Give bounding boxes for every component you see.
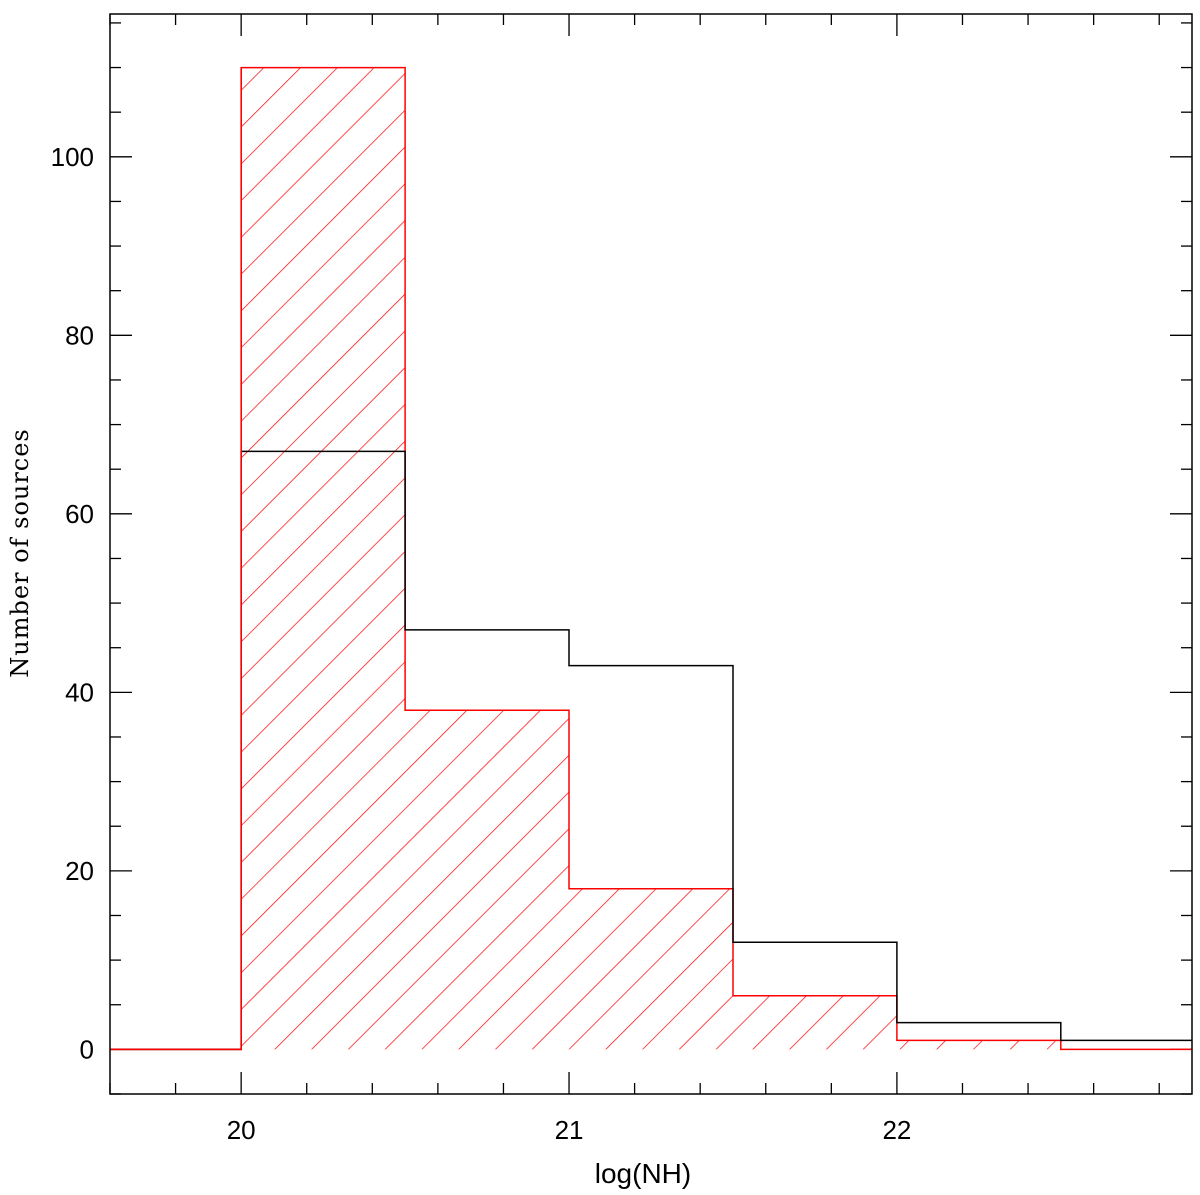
- x-tick-label: 22: [882, 1115, 911, 1145]
- red-hatch-bin: [241, 67, 406, 1050]
- y-tick-label: 60: [65, 499, 94, 529]
- y-tick-label: 0: [80, 1034, 94, 1064]
- histogram-series: [110, 66, 1192, 1051]
- x-axis-title: log(NH): [595, 1158, 691, 1189]
- x-tick-label: 20: [227, 1115, 256, 1145]
- y-axis-title: Number of sources: [6, 428, 34, 678]
- red-series-baseline: [110, 67, 242, 1051]
- y-tick-label: 20: [65, 856, 94, 886]
- black-series-outline: [110, 450, 1192, 1051]
- y-tick-label: 40: [65, 677, 94, 707]
- red-hatch-bin: [732, 995, 897, 1050]
- y-tick-label: 100: [51, 142, 94, 172]
- tick-labels: 20 21 22 0 20 40 60 80 100: [51, 142, 912, 1145]
- red-hatch-bin: [405, 710, 570, 1050]
- plot-frame: [109, 13, 1193, 1095]
- red-hatch-bin: [896, 1040, 1061, 1050]
- red-hatch-bin: [569, 888, 733, 1050]
- y-tick-label: 80: [65, 320, 94, 350]
- x-tick-label: 21: [555, 1115, 584, 1145]
